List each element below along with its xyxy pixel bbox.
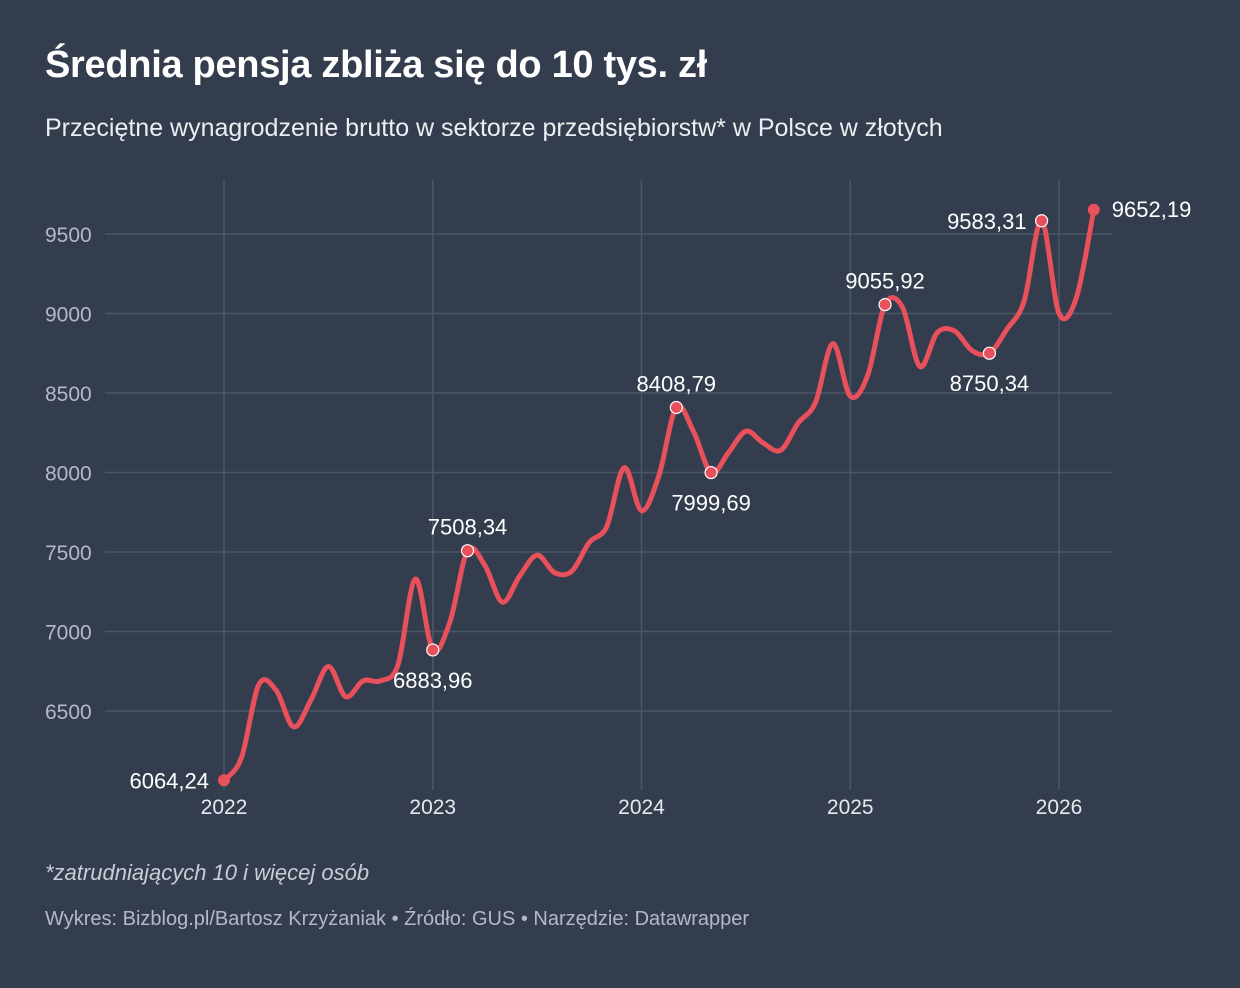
y-tick-label: 9000 (45, 304, 92, 327)
data-point-marker (982, 346, 997, 360)
data-point-marker (1087, 203, 1100, 216)
data-label: 7508,34 (428, 515, 508, 540)
x-tick-label: 2026 (1036, 796, 1083, 819)
x-tick-label: 2023 (409, 796, 456, 819)
y-tick-label: 7000 (45, 622, 92, 645)
series-line (221, 207, 1097, 783)
chart-subtitle: Przeciętne wynagrodzenie brutto w sektor… (45, 114, 943, 142)
footnote: *zatrudniających 10 i więcej osób (45, 860, 370, 885)
data-label: 7999,69 (671, 491, 751, 516)
data-label: 6064,24 (129, 768, 209, 793)
data-label: 9583,31 (947, 209, 1027, 234)
data-label: 9055,92 (845, 269, 925, 294)
data-point-marker (426, 643, 440, 657)
data-point-marker (669, 400, 683, 415)
y-tick-label: 8000 (45, 463, 92, 486)
data-label: 8408,79 (637, 372, 717, 397)
data-label: 8750,34 (950, 371, 1030, 396)
y-tick-label: 8500 (45, 383, 92, 406)
chart-title: Średnia pensja zbliża się do 10 tys. zł (45, 44, 707, 86)
x-tick-label: 2025 (827, 796, 874, 819)
data-point-marker (218, 774, 230, 787)
data-point-marker (878, 298, 892, 312)
y-tick-label: 7500 (45, 542, 92, 565)
x-tick-label: 2024 (618, 796, 665, 819)
data-point-marker (460, 544, 475, 558)
data-point-marker (1035, 214, 1049, 228)
y-tick-label: 6500 (45, 701, 92, 724)
y-tick-label: 9500 (45, 224, 92, 247)
data-point-marker (704, 465, 718, 480)
data-label: 9652,19 (1112, 197, 1192, 222)
source-credit: Wykres: Bizblog.pl/Bartosz Krzyżaniak • … (45, 908, 750, 930)
x-tick-label: 2022 (201, 796, 248, 819)
data-label: 6883,96 (393, 668, 473, 693)
